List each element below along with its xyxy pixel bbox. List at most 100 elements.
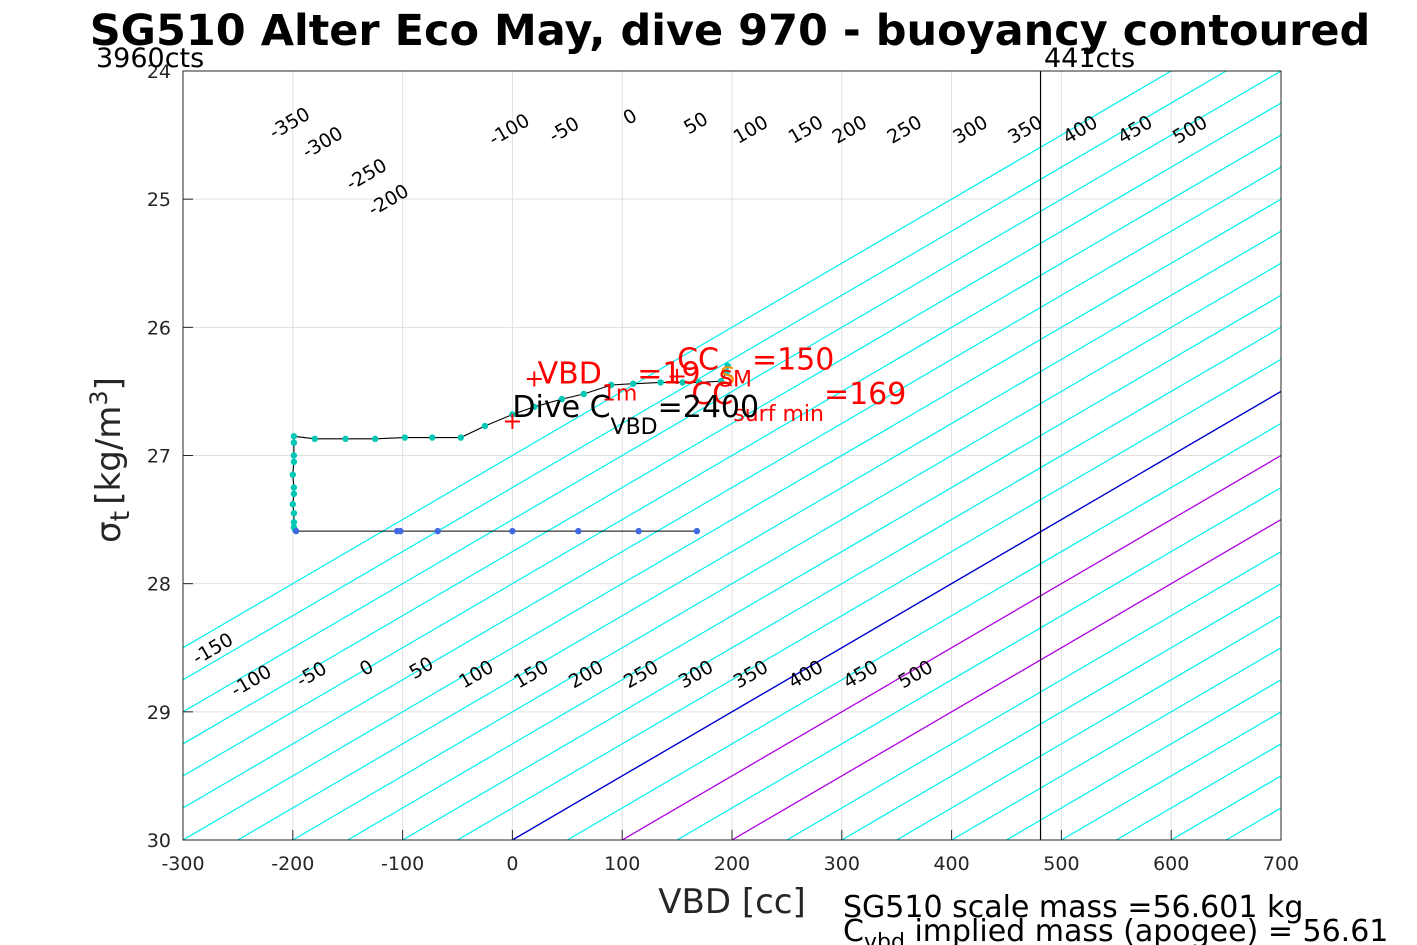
cyan-contour-16 bbox=[183, 71, 1227, 681]
y-tick-label-6: 30 bbox=[147, 830, 171, 852]
annotation-2-main: CC bbox=[691, 377, 733, 412]
data-point-dive-1 bbox=[723, 368, 730, 376]
y-ticks: 24 25 26 27 28 29 30 bbox=[147, 61, 193, 852]
data-point-climb-5 bbox=[575, 527, 582, 535]
data-point-dive-5 bbox=[657, 379, 664, 386]
x-tick-label-4: 100 bbox=[604, 853, 640, 875]
cyan-contour-9 bbox=[786, 550, 1281, 840]
data-point-dive-6 bbox=[629, 380, 637, 387]
y-label-unit: [kg/m bbox=[89, 406, 129, 505]
data-series bbox=[289, 362, 731, 535]
y-tick-label-5: 29 bbox=[147, 702, 171, 724]
data-point-dive-10 bbox=[531, 403, 538, 410]
y-tick-label-3: 27 bbox=[147, 446, 171, 468]
data-point-dive-25 bbox=[290, 490, 298, 498]
annotation-1-value: =150 bbox=[752, 343, 834, 378]
data-point-dive-23 bbox=[289, 471, 296, 478]
y-label-sigma: σ bbox=[89, 521, 129, 543]
annotation-0: VBD1m=19 bbox=[538, 357, 701, 407]
data-point-dive-17 bbox=[342, 435, 349, 443]
cyan-contour-18 bbox=[183, 102, 1281, 745]
counts-label-left: 3960cts bbox=[96, 43, 204, 74]
data-point-dive-0 bbox=[724, 362, 731, 369]
data-point-dive-8 bbox=[580, 390, 587, 398]
footer-vbd-sub: vbd bbox=[864, 930, 905, 945]
annotation-3-main: Dive C bbox=[512, 390, 610, 425]
x-tick-label-0: -300 bbox=[161, 853, 204, 875]
cyan-contour-24 bbox=[1336, 71, 1417, 840]
cyan-contour-25 bbox=[1391, 71, 1417, 840]
data-point-dive-21 bbox=[290, 452, 298, 459]
x-tick-label-3: 0 bbox=[506, 853, 518, 875]
cyan-contour-19 bbox=[183, 134, 1281, 777]
cyan-contour-11 bbox=[896, 615, 1281, 840]
data-point-climb-0 bbox=[292, 527, 300, 535]
data-point-dive-20 bbox=[290, 439, 298, 446]
cyan-contour-15 bbox=[183, 71, 1172, 649]
annotation-2-value: =169 bbox=[824, 377, 906, 412]
y-label-sup: 3 bbox=[85, 390, 113, 405]
x-tick-label-8: 500 bbox=[1043, 853, 1079, 875]
annotation-2: CCsurf min=169 bbox=[691, 377, 906, 427]
footer-rest: implied mass (apogee) = 56.61 bbox=[905, 914, 1389, 945]
x-ticks: -300 -200 -100 0 100 200 300 400 500 600 700 bbox=[161, 830, 1299, 875]
cyan-contour-0 bbox=[183, 166, 1281, 809]
x-tick-label-7: 400 bbox=[933, 853, 969, 875]
data-point-dive-22 bbox=[290, 458, 298, 466]
cyan-contour-23 bbox=[1280, 839, 1281, 840]
x-tick-label-10: 700 bbox=[1263, 853, 1299, 875]
x-tick-label-6: 300 bbox=[824, 853, 860, 875]
data-point-dive-24 bbox=[290, 484, 298, 491]
annotation-3-value: =2400 bbox=[658, 390, 759, 425]
cyan-contour-3 bbox=[292, 262, 1281, 840]
data-point-dive-13 bbox=[457, 434, 464, 441]
footer-c: C bbox=[843, 914, 864, 945]
data-point-dive-11 bbox=[509, 411, 516, 418]
y-label-sub: t bbox=[105, 511, 136, 522]
data-point-dive-27 bbox=[290, 509, 298, 517]
data-point-dive-19 bbox=[290, 433, 298, 440]
annotation-1-main: CC bbox=[677, 343, 719, 378]
y-tick-label-2: 26 bbox=[147, 317, 171, 339]
annotation-0-main: VBD bbox=[538, 357, 602, 392]
marker-1: + bbox=[667, 362, 687, 390]
annotation-3: Dive CVBD=2400 bbox=[512, 390, 759, 440]
data-point-dive-2 bbox=[717, 377, 725, 385]
data-point-climb-4 bbox=[509, 527, 516, 535]
x-tick-label-2: -100 bbox=[381, 853, 424, 875]
data-point-dive-3 bbox=[695, 379, 703, 386]
annotation-0-value: =19 bbox=[637, 357, 700, 392]
data-point-climb-3 bbox=[434, 527, 441, 535]
cyan-contour-6 bbox=[457, 358, 1281, 840]
magenta-contour-1 bbox=[731, 518, 1281, 840]
data-point-climb-2 bbox=[397, 527, 404, 535]
data-point-dive-26 bbox=[289, 501, 296, 508]
cyan-contour-5 bbox=[402, 326, 1281, 840]
y-axis-label: σt [kg/m3] bbox=[85, 377, 136, 543]
annotation-1: CCSM=150 bbox=[677, 343, 834, 393]
data-point-dive-9 bbox=[558, 395, 566, 403]
chart-title: SG510 Alter Eco May, dive 970 - buoyancy… bbox=[90, 6, 1371, 56]
cyan-contour-13 bbox=[1006, 679, 1281, 840]
annotation-3-sub: VBD bbox=[611, 415, 658, 440]
cyan-contour-7 bbox=[566, 422, 1281, 840]
cyan-contour-2 bbox=[237, 230, 1281, 840]
blue-contour-0 bbox=[512, 390, 1281, 840]
annotation-2-sub: surf min bbox=[733, 402, 824, 427]
footer-line-2: Cvbd implied mass (apogee) = 56.61 bbox=[843, 914, 1388, 945]
annotation-0-sub: 1m bbox=[602, 382, 637, 407]
marker-2: + bbox=[502, 407, 522, 435]
marker-0: + bbox=[524, 365, 544, 393]
data-point-dive-18 bbox=[311, 435, 318, 443]
data-point-dive-14 bbox=[429, 434, 436, 441]
footer-line-1: SG510 scale mass =56.601 kg bbox=[843, 890, 1303, 925]
annotation-1-sub: SM bbox=[719, 368, 752, 393]
data-point-dive-15 bbox=[401, 434, 408, 441]
cyan-contour-8 bbox=[676, 486, 1281, 840]
data-point-dive-12 bbox=[481, 422, 489, 430]
y-tick-label-0: 24 bbox=[147, 61, 171, 83]
data-point-dive-7 bbox=[608, 381, 615, 389]
data-point-dive-16 bbox=[371, 435, 379, 443]
